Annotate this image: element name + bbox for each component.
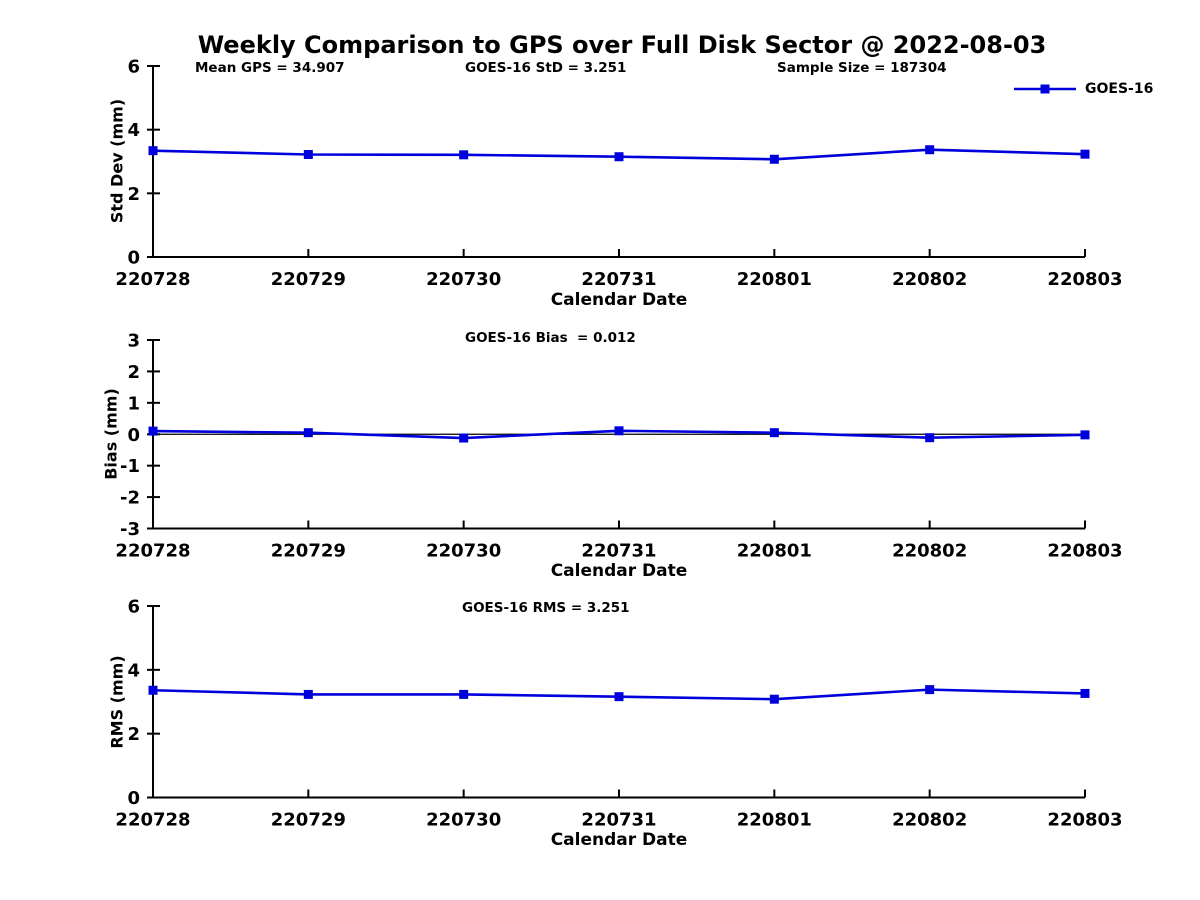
y-tick-label: 4 — [127, 660, 140, 681]
x-axis-label-calendar-date-1: Calendar Date — [550, 290, 688, 310]
x-axis-label-calendar-date-2: Calendar Date — [550, 561, 688, 581]
x-tick-label: 220729 — [271, 269, 346, 290]
annotation-goes16-bias: GOES-16 Bias = 0.012 — [465, 330, 636, 346]
x-tick-label: 220802 — [892, 810, 967, 831]
data-point-marker — [1080, 430, 1090, 440]
data-point-marker — [459, 433, 469, 443]
x-tick-label: 220801 — [737, 810, 812, 831]
data-point-marker — [769, 428, 779, 438]
annotation-goes16-rms: GOES-16 RMS = 3.251 — [462, 600, 630, 616]
data-point-marker — [925, 433, 935, 443]
x-tick-label: 220731 — [581, 269, 656, 290]
y-tick-label: -2 — [120, 488, 140, 509]
data-point-marker — [303, 149, 313, 159]
x-tick-label: 220728 — [115, 269, 190, 290]
data-point-marker — [303, 428, 313, 438]
data-point-marker — [1080, 149, 1090, 159]
data-point-marker — [459, 150, 469, 160]
data-point-marker — [925, 685, 935, 695]
x-tick-label: 220731 — [581, 810, 656, 831]
x-tick-label: 220803 — [1047, 810, 1122, 831]
annotation-mean-gps: Mean GPS = 34.907 — [195, 60, 345, 76]
data-point-marker — [769, 154, 779, 164]
x-tick-label: 220730 — [426, 810, 501, 831]
annotation-sample-size: Sample Size = 187304 — [777, 60, 947, 76]
y-tick-label: 2 — [127, 184, 140, 205]
data-point-marker — [303, 689, 313, 699]
x-tick-label: 220729 — [271, 541, 346, 562]
y-tick-label: 4 — [127, 120, 140, 141]
axis-spines — [152, 66, 1085, 258]
x-tick-label: 220730 — [426, 269, 501, 290]
y-tick-label: 0 — [127, 788, 140, 809]
x-tick-label: 220802 — [892, 269, 967, 290]
y-tick-label: -1 — [120, 456, 140, 477]
y-axis-label-bias: Bias (mm) — [101, 388, 121, 480]
figure-title: Weekly Comparison to GPS over Full Disk … — [197, 31, 1047, 59]
y-axis-label-rms: RMS (mm) — [107, 655, 127, 749]
y-axis-label-std-dev: Std Dev (mm) — [107, 98, 127, 224]
y-tick-label: 0 — [127, 425, 140, 446]
data-point-marker — [1080, 688, 1090, 698]
x-tick-label: 220728 — [115, 810, 190, 831]
x-tick-label: 220801 — [737, 269, 812, 290]
y-tick-label: 1 — [127, 393, 140, 414]
legend-line-icon — [1014, 84, 1076, 94]
data-point-marker — [148, 146, 158, 156]
subplot-std-dev: 0 2 4 6 220728 220729 220730 220731 220801 220802… — [115, 57, 1122, 291]
y-tick-label: 6 — [127, 57, 140, 78]
legend-label: GOES-16 — [1085, 81, 1154, 97]
y-tick-label: 2 — [127, 724, 140, 745]
legend: GOES-16 — [1012, 81, 1153, 97]
x-tick-label: 220802 — [892, 541, 967, 562]
x-tick-label: 220729 — [271, 810, 346, 831]
data-point-marker — [148, 426, 158, 436]
data-point-marker — [769, 694, 779, 704]
y-tick-label: 2 — [127, 362, 140, 383]
data-point-marker — [614, 152, 624, 162]
axis-spines — [152, 606, 1085, 799]
x-tick-label: 220803 — [1047, 541, 1122, 562]
y-tick-label: -3 — [120, 519, 140, 540]
data-point-marker — [614, 426, 624, 436]
x-tick-label: 220728 — [115, 541, 190, 562]
y-tick-label: 3 — [127, 331, 140, 352]
annotation-goes16-std: GOES-16 StD = 3.251 — [465, 60, 627, 76]
subplot-rms: 0 2 4 6 220728 220729 220730 220731 220801 220802… — [115, 597, 1122, 831]
x-tick-label: 220803 — [1047, 269, 1122, 290]
y-tick-label: 6 — [127, 597, 140, 618]
x-tick-label: 220801 — [737, 541, 812, 562]
y-tick-label: 0 — [127, 248, 140, 269]
data-point-marker — [148, 685, 158, 695]
subplot-bias: -3 -2 -1 0 1 2 3 220728 220729 220730 220731 220801… — [115, 331, 1122, 562]
data-point-marker — [459, 689, 469, 699]
x-axis-label-calendar-date-3: Calendar Date — [550, 830, 688, 850]
x-tick-label: 220731 — [581, 541, 656, 562]
x-tick-label: 220730 — [426, 541, 501, 562]
data-point-marker — [614, 692, 624, 702]
data-point-marker — [925, 145, 935, 155]
